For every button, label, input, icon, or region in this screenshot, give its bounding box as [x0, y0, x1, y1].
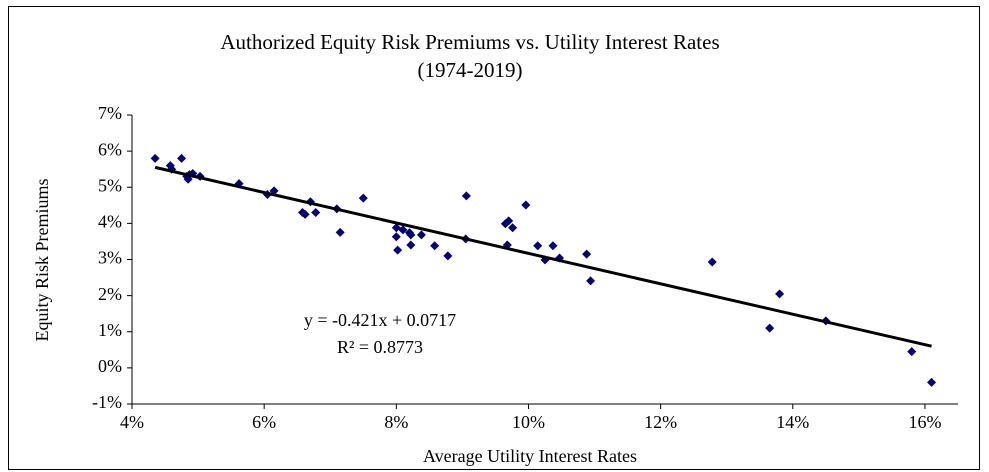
x-tick-label: 8%	[384, 412, 408, 432]
trendline	[154, 165, 932, 348]
x-axis-title: Average Utility Interest Rates	[423, 446, 637, 466]
point	[406, 230, 416, 240]
point	[775, 289, 785, 299]
point	[927, 377, 937, 387]
point	[311, 208, 321, 218]
point	[177, 153, 187, 163]
point	[430, 241, 440, 251]
y-tick-label: -1%	[92, 392, 122, 412]
y-tick-label: 5%	[98, 175, 122, 195]
point	[183, 174, 193, 184]
point	[150, 153, 160, 163]
point	[416, 230, 426, 240]
x-tick-label: 6%	[252, 412, 276, 432]
equation: y = -0.421x + 0.0717	[304, 310, 456, 330]
y-tick-label: 7%	[98, 103, 122, 123]
point	[582, 249, 592, 259]
point	[391, 232, 401, 242]
point	[533, 241, 543, 251]
point	[335, 227, 345, 237]
point	[358, 193, 368, 203]
point	[508, 223, 518, 233]
y-tick-label: 2%	[98, 284, 122, 304]
y-tick-label: 3%	[98, 248, 122, 268]
point	[300, 209, 310, 219]
chart-subtitle: (1974-2019)	[418, 58, 523, 82]
x-tick-label: 14%	[776, 412, 809, 432]
point	[907, 347, 917, 357]
point	[393, 245, 403, 255]
point	[586, 276, 596, 286]
y-tick-label: 0%	[98, 356, 122, 376]
chart-title: Authorized Equity Risk Premiums vs. Util…	[220, 30, 719, 54]
x-tick-label: 4%	[120, 412, 144, 432]
x-tick-label: 10%	[512, 412, 545, 432]
point	[548, 241, 558, 251]
point	[504, 216, 514, 226]
point	[461, 191, 471, 201]
chart-border	[8, 6, 980, 470]
x-tick-label: 12%	[644, 412, 677, 432]
point	[765, 323, 775, 333]
point	[398, 225, 408, 235]
x-tick-label: 16%	[908, 412, 941, 432]
y-tick-label: 6%	[98, 139, 122, 159]
y-axis-title: Equity Risk Premiums	[32, 178, 52, 341]
point	[443, 251, 453, 261]
point	[406, 240, 416, 250]
r-squared: R² = 0.8773	[337, 337, 423, 357]
point	[521, 200, 531, 210]
point	[540, 255, 550, 265]
y-tick-label: 1%	[98, 320, 122, 340]
y-tick-label: 4%	[98, 212, 122, 232]
point	[707, 257, 717, 267]
